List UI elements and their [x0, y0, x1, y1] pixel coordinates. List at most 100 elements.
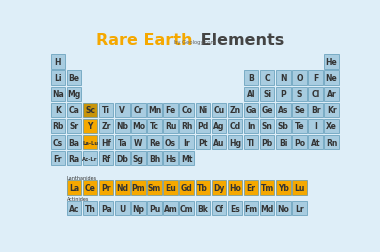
Text: Lr: Lr: [295, 204, 304, 213]
Bar: [244, 201, 258, 216]
Text: Ne: Ne: [326, 74, 337, 83]
Text: K: K: [55, 106, 61, 115]
Bar: [131, 119, 146, 134]
Bar: [147, 181, 162, 195]
Text: La: La: [69, 183, 79, 192]
Bar: [163, 151, 178, 166]
Bar: [292, 71, 307, 86]
Text: Hg: Hg: [229, 138, 241, 147]
Bar: [276, 181, 291, 195]
Text: Pa: Pa: [101, 204, 112, 213]
Bar: [292, 201, 307, 216]
Text: Mg: Mg: [67, 90, 81, 99]
Text: Hs: Hs: [165, 154, 176, 163]
Bar: [244, 87, 258, 102]
Text: Sg: Sg: [133, 154, 144, 163]
Bar: [276, 135, 291, 150]
Bar: [147, 201, 162, 216]
Text: by Geology.com: by Geology.com: [174, 40, 215, 45]
Bar: [99, 135, 114, 150]
Bar: [83, 119, 97, 134]
Bar: [308, 119, 323, 134]
Bar: [179, 103, 194, 118]
Bar: [115, 151, 130, 166]
Text: Pm: Pm: [131, 183, 145, 192]
Bar: [292, 119, 307, 134]
Bar: [51, 135, 65, 150]
Text: Cf: Cf: [214, 204, 223, 213]
Text: Y: Y: [87, 122, 93, 131]
Bar: [325, 135, 339, 150]
Text: S: S: [297, 90, 302, 99]
Text: Pb: Pb: [261, 138, 273, 147]
Text: Tc: Tc: [150, 122, 159, 131]
Bar: [292, 135, 307, 150]
Bar: [163, 103, 178, 118]
Bar: [325, 103, 339, 118]
Bar: [196, 201, 210, 216]
Bar: [147, 103, 162, 118]
Text: Am: Am: [164, 204, 177, 213]
Bar: [131, 135, 146, 150]
Text: Pt: Pt: [198, 138, 207, 147]
Text: Eu: Eu: [165, 183, 176, 192]
Text: U: U: [119, 204, 125, 213]
Text: Ir: Ir: [184, 138, 190, 147]
Text: Al: Al: [247, 90, 255, 99]
Text: Er: Er: [247, 183, 256, 192]
Text: Hf: Hf: [101, 138, 111, 147]
Bar: [308, 87, 323, 102]
Bar: [51, 119, 65, 134]
Bar: [212, 201, 226, 216]
Text: Np: Np: [132, 204, 144, 213]
Text: Rb: Rb: [52, 122, 63, 131]
Bar: [67, 181, 81, 195]
Bar: [67, 71, 81, 86]
Bar: [308, 103, 323, 118]
Text: Si: Si: [263, 90, 271, 99]
Text: Cs: Cs: [53, 138, 63, 147]
Bar: [260, 71, 274, 86]
Text: Ag: Ag: [213, 122, 225, 131]
Bar: [99, 119, 114, 134]
Text: Sc: Sc: [85, 106, 95, 115]
Text: F: F: [313, 74, 318, 83]
Text: Elements: Elements: [195, 33, 284, 48]
Text: Ni: Ni: [198, 106, 207, 115]
Bar: [67, 201, 81, 216]
Bar: [325, 87, 339, 102]
Text: Ar: Ar: [327, 90, 336, 99]
Bar: [179, 181, 194, 195]
Bar: [51, 103, 65, 118]
Text: I: I: [314, 122, 317, 131]
Text: Pd: Pd: [197, 122, 208, 131]
Text: Au: Au: [213, 138, 225, 147]
Bar: [83, 135, 97, 150]
Text: Co: Co: [181, 106, 192, 115]
Bar: [196, 103, 210, 118]
Text: Kr: Kr: [327, 106, 336, 115]
Bar: [115, 201, 130, 216]
Text: Lanthanides: Lanthanides: [67, 175, 97, 180]
Text: Rare Earth: Rare Earth: [96, 33, 192, 48]
Bar: [260, 181, 274, 195]
Bar: [244, 71, 258, 86]
Bar: [83, 201, 97, 216]
Bar: [83, 181, 97, 195]
Text: Db: Db: [116, 154, 128, 163]
Text: Actinides: Actinides: [67, 196, 89, 201]
Bar: [212, 119, 226, 134]
Text: Ca: Ca: [68, 106, 79, 115]
Text: Sr: Sr: [70, 122, 79, 131]
Text: Gd: Gd: [181, 183, 193, 192]
Text: Lu: Lu: [294, 183, 305, 192]
Text: Sm: Sm: [148, 183, 161, 192]
Text: Ge: Ge: [261, 106, 273, 115]
Text: Ba: Ba: [68, 138, 79, 147]
Text: Cl: Cl: [311, 90, 320, 99]
Text: Br: Br: [311, 106, 320, 115]
Bar: [292, 181, 307, 195]
Text: Pr: Pr: [101, 183, 111, 192]
Text: Zn: Zn: [230, 106, 241, 115]
Bar: [51, 151, 65, 166]
